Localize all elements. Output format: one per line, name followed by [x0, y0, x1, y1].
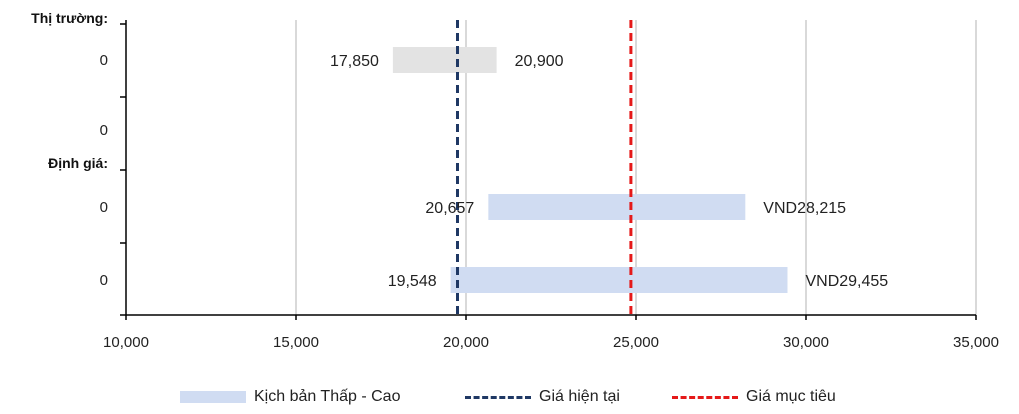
y-tick-label: 0: [100, 272, 108, 289]
section-label-market: Thị trường:: [31, 10, 108, 26]
legend-range-label: Kịch bản Thấp - Cao: [254, 388, 401, 405]
legend-item-current-price: Giá hiện tại: [465, 388, 620, 406]
bar-low-label: 19,548: [388, 273, 437, 290]
x-tick-label: 30,000: [783, 334, 829, 351]
legend-item-target-price: Giá mục tiêu: [672, 388, 836, 406]
x-tick-label: 15,000: [273, 334, 319, 351]
reference-lines: [456, 20, 633, 315]
bar-high-label: VND28,215: [763, 200, 846, 217]
labels: 0 17,850 20,900 0 0 20,657 VND28,215 0 19,548 VND…: [31, 10, 999, 351]
axes: [120, 20, 977, 320]
y-tick-label: 0: [100, 52, 108, 69]
legend-target-label: Giá mục tiêu: [746, 388, 836, 405]
legend-range-swatch: [180, 391, 246, 403]
bar-high-label: VND29,455: [805, 273, 888, 290]
y-tick-label: 0: [100, 122, 108, 139]
range-bar: [392, 47, 497, 73]
bar-high-label: 20,900: [515, 53, 564, 70]
range-chart: 0 17,850 20,900 0 0 20,657 VND28,215 0 19,548 VND…: [31, 10, 999, 351]
legend-item-range: Kịch bản Thấp - Cao: [180, 388, 400, 406]
x-tick-label: 20,000: [443, 334, 489, 351]
legend-current-swatch: [465, 395, 531, 399]
range-bar: [450, 267, 788, 293]
legend-current-label: Giá hiện tại: [539, 388, 620, 405]
x-tick-label: 35,000: [953, 334, 999, 351]
x-tick-label: 10,000: [103, 334, 149, 351]
y-tick-label: 0: [100, 199, 108, 216]
bar-low-label: 17,850: [330, 53, 379, 70]
range-bars: [392, 47, 788, 293]
bar-low-label: 20,657: [425, 200, 474, 217]
section-label-valuation: Định giá:: [48, 155, 108, 171]
legend: Kịch bản Thấp - Cao Giá hiện tại Giá mục…: [0, 388, 1019, 410]
x-tick-label: 25,000: [613, 334, 659, 351]
legend-target-swatch: [672, 395, 738, 399]
range-bar: [488, 194, 746, 220]
